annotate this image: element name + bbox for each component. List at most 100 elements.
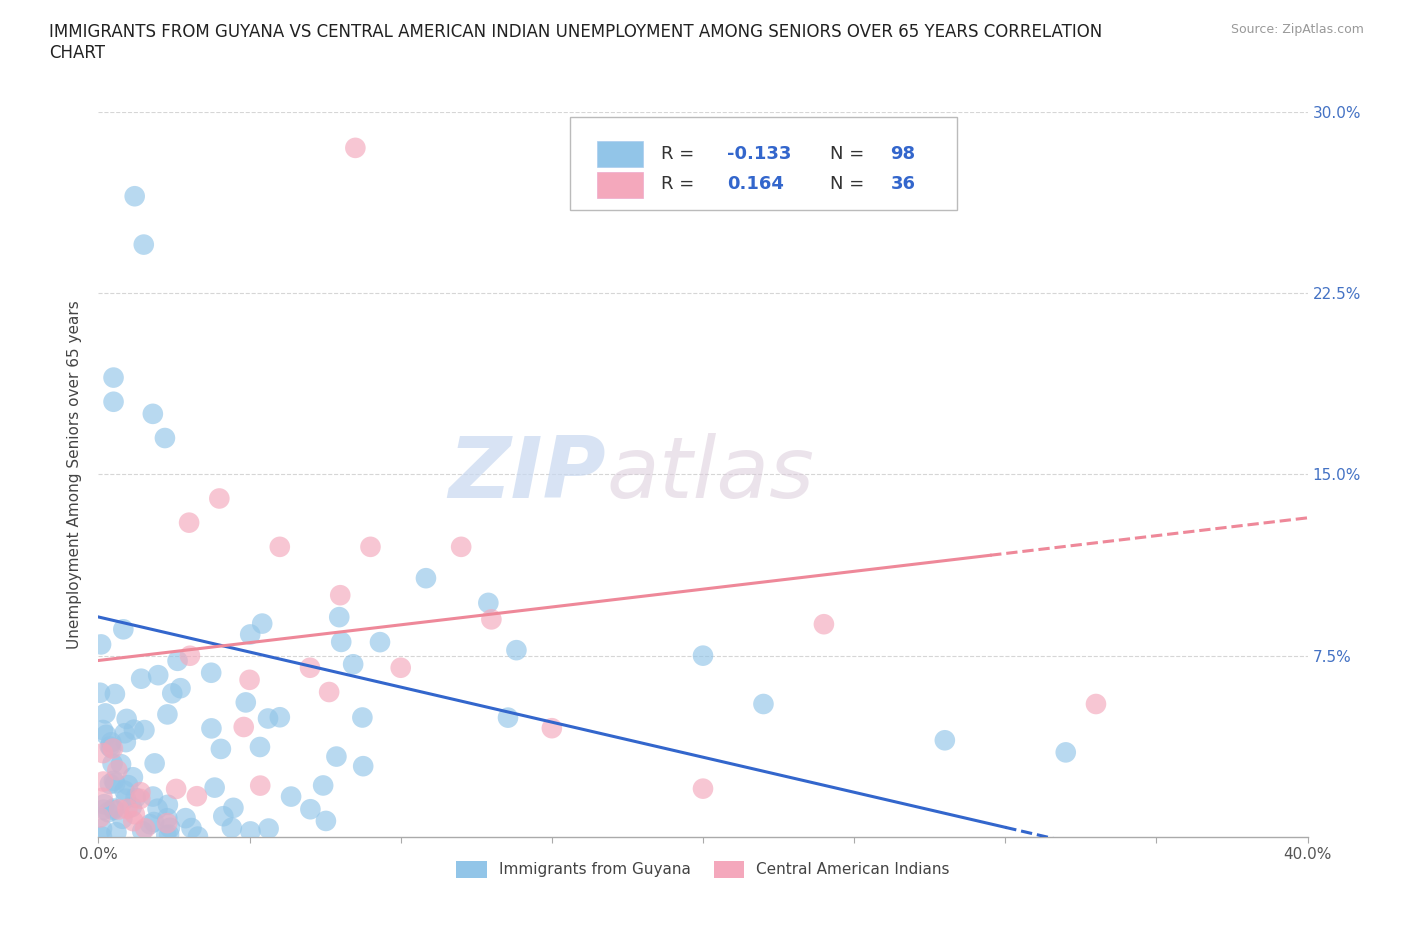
Point	[204, 780, 226, 795]
Point	[96, 727, 118, 742]
Point	[328, 610, 350, 625]
Point	[257, 711, 280, 726]
Point	[155, 828, 177, 843]
Point	[299, 660, 322, 675]
Point	[91, 790, 114, 805]
Point	[143, 756, 166, 771]
Point	[169, 681, 191, 696]
Point	[496, 711, 519, 725]
Point	[329, 588, 352, 603]
Point	[124, 189, 146, 204]
Point	[330, 634, 353, 649]
Text: 98: 98	[890, 145, 915, 163]
Point	[187, 830, 209, 844]
FancyBboxPatch shape	[596, 141, 643, 167]
Point	[221, 820, 243, 835]
Point	[162, 686, 184, 701]
Point	[100, 740, 122, 755]
Point	[222, 801, 245, 816]
Point	[481, 612, 503, 627]
Point	[139, 817, 162, 831]
Point	[103, 801, 125, 816]
Text: R =: R =	[661, 175, 695, 193]
Point	[101, 741, 124, 756]
Point	[186, 789, 208, 804]
Point	[389, 660, 412, 675]
Point	[103, 394, 125, 409]
Point	[112, 622, 135, 637]
Point	[111, 811, 134, 826]
Point	[148, 668, 170, 683]
Point	[114, 735, 136, 750]
Point	[103, 370, 125, 385]
FancyBboxPatch shape	[596, 172, 643, 198]
Point	[105, 825, 128, 840]
Point	[257, 821, 280, 836]
Point	[93, 803, 115, 817]
Point	[122, 770, 145, 785]
Point	[91, 774, 114, 789]
Point	[269, 710, 291, 724]
Point	[540, 721, 562, 736]
Point	[129, 791, 152, 806]
Point	[450, 539, 472, 554]
Point	[934, 733, 956, 748]
Point	[200, 665, 222, 680]
Point	[142, 406, 165, 421]
Point	[249, 739, 271, 754]
Point	[131, 824, 153, 839]
Point	[179, 648, 201, 663]
Point	[505, 643, 527, 658]
Text: N =: N =	[830, 175, 865, 193]
Point	[93, 797, 115, 812]
Point	[129, 785, 152, 800]
Point	[1054, 745, 1077, 760]
Point	[134, 723, 156, 737]
Point	[91, 746, 114, 761]
Point	[200, 721, 222, 736]
Point	[115, 791, 138, 806]
Point	[91, 821, 114, 836]
Point	[179, 515, 201, 530]
Point	[98, 739, 121, 754]
Point	[117, 777, 139, 792]
Point	[103, 774, 125, 789]
Point	[124, 790, 146, 805]
Point	[121, 800, 143, 815]
Point	[166, 654, 188, 669]
Point	[352, 711, 374, 725]
Point	[174, 811, 197, 826]
Text: 36: 36	[890, 175, 915, 193]
Point	[115, 711, 138, 726]
Text: ZIP: ZIP	[449, 432, 606, 516]
Point	[90, 637, 112, 652]
Point	[368, 634, 391, 649]
Point	[117, 802, 139, 817]
Point	[105, 763, 128, 777]
Point	[97, 804, 120, 819]
Text: IMMIGRANTS FROM GUYANA VS CENTRAL AMERICAN INDIAN UNEMPLOYMENT AMONG SENIORS OVE: IMMIGRANTS FROM GUYANA VS CENTRAL AMERIC…	[49, 23, 1102, 62]
Point	[103, 803, 125, 817]
Point	[124, 807, 146, 822]
Text: N =: N =	[830, 145, 865, 163]
Point	[94, 706, 117, 721]
Point	[239, 627, 262, 642]
Point	[165, 781, 187, 796]
Point	[142, 815, 165, 830]
Point	[104, 776, 127, 790]
Point	[114, 783, 136, 798]
Point	[342, 657, 364, 671]
Point	[110, 757, 132, 772]
Point	[91, 723, 114, 737]
Point	[212, 809, 235, 824]
Point	[1085, 697, 1108, 711]
Point	[129, 671, 152, 686]
Point	[692, 781, 714, 796]
Point	[114, 725, 136, 740]
Text: atlas: atlas	[606, 432, 814, 516]
Point	[352, 759, 374, 774]
Point	[208, 491, 231, 506]
Point	[299, 802, 322, 817]
Point	[752, 697, 775, 711]
Point	[98, 777, 121, 791]
